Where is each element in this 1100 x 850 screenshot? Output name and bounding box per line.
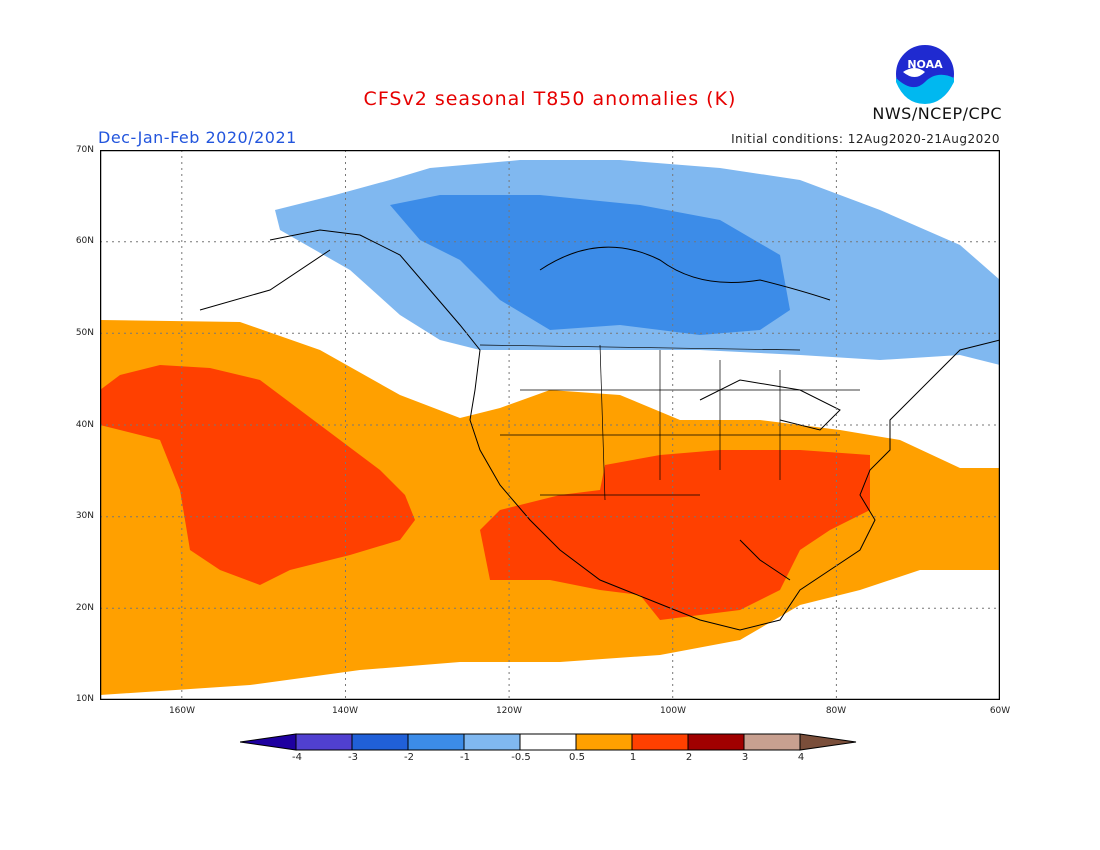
colorbar-label: -1 xyxy=(460,752,470,763)
colorbar-swatch xyxy=(631,733,689,751)
lat-label-20n: 20N xyxy=(75,603,94,613)
lon-label-120w: 120W xyxy=(495,706,523,716)
warm-anomaly-core-pacific xyxy=(100,365,415,585)
agency-label: NWS/NCEP/CPC xyxy=(872,104,1002,123)
lon-label-100w: 100W xyxy=(659,706,687,716)
colorbar-swatch xyxy=(743,733,801,751)
colorbar-label: 4 xyxy=(797,752,805,763)
gull-icon xyxy=(903,68,925,77)
colorbar-label: -0.5 xyxy=(511,752,531,763)
lon-label-60w: 60W xyxy=(989,706,1011,716)
colorbar-swatch xyxy=(575,733,633,751)
colorbar-swatch xyxy=(463,733,521,751)
colorbar-swatch xyxy=(519,733,577,751)
lat-label-30n: 30N xyxy=(75,511,94,521)
colorbar-label: 3 xyxy=(741,752,749,763)
noaa-logo: NOAA xyxy=(893,42,957,110)
colorbar xyxy=(239,733,862,755)
colorbar-label: -3 xyxy=(348,752,358,763)
chart-title: CFSv2 seasonal T850 anomalies (K) xyxy=(363,88,737,110)
lat-label-40n: 40N xyxy=(75,420,94,430)
lon-label-160w: 160W xyxy=(168,706,196,716)
logo-text: NOAA xyxy=(907,58,943,71)
cold-anomaly-core xyxy=(390,195,790,335)
colorbar-label: -4 xyxy=(292,752,302,763)
colorbar-swatch xyxy=(295,733,353,751)
lat-label-50n: 50N xyxy=(75,328,94,338)
warm-anomaly-core-na xyxy=(480,450,870,620)
lon-label-80w: 80W xyxy=(825,706,847,716)
colorbar-swatch xyxy=(407,733,465,751)
colorbar-swatch xyxy=(351,733,409,751)
lat-label-10n: 10N xyxy=(75,694,94,704)
colorbar-label: 2 xyxy=(685,752,693,763)
season-label: Dec-Jan-Feb 2020/2021 xyxy=(98,128,297,147)
lon-label-140w: 140W xyxy=(331,706,359,716)
colorbar-swatch xyxy=(687,733,745,751)
lat-label-60n: 60N xyxy=(75,236,94,246)
initial-conditions-label: Initial conditions: 12Aug2020-21Aug2020 xyxy=(731,132,1000,146)
colorbar-swatch xyxy=(799,733,857,751)
colorbar-label: 0.5 xyxy=(569,752,585,763)
anomaly-map xyxy=(99,149,1001,701)
colorbar-label: 1 xyxy=(629,752,637,763)
colorbar-label: -2 xyxy=(404,752,414,763)
colorbar-swatch xyxy=(239,733,297,751)
lat-label-70n: 70N xyxy=(75,145,94,155)
